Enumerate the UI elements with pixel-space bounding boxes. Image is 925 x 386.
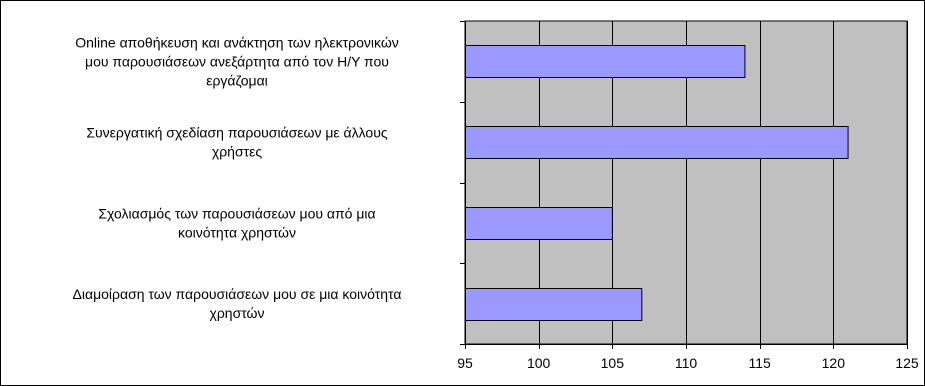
category-label-line: χρήστες bbox=[212, 144, 263, 160]
bar-1 bbox=[464, 45, 746, 78]
x-tick-label-105: 105 bbox=[601, 355, 625, 371]
category-label-line: Online αποθήκευση και ανάκτηση των ηλεκτ… bbox=[75, 34, 399, 50]
category-label-1: Online αποθήκευση και ανάκτηση των ηλεκτ… bbox=[75, 34, 399, 88]
category-label-line: εργάζομαι bbox=[206, 72, 268, 88]
x-tick-label-95: 95 bbox=[457, 355, 473, 371]
x-tick-label-110: 110 bbox=[675, 355, 698, 371]
x-tick-label-120: 120 bbox=[822, 355, 846, 371]
category-label-line: Συνεργατική σχεδίαση παρουσιάσεων με άλλ… bbox=[86, 125, 387, 141]
category-labels: Online αποθήκευση και ανάκτηση των ηλεκτ… bbox=[73, 34, 402, 321]
bar-3 bbox=[464, 207, 613, 240]
tick-labels: 95 100 105 110 115 120 125 bbox=[457, 355, 919, 371]
x-tick-label-115: 115 bbox=[749, 355, 772, 371]
x-tick-label-125: 125 bbox=[895, 355, 919, 371]
x-tick-label-100: 100 bbox=[527, 355, 551, 371]
category-label-line: μου παρουσιάσεων ανεξάρτητα από τον Η/Υ … bbox=[85, 53, 389, 69]
category-label-line: χρηστών bbox=[209, 305, 264, 321]
category-label-line: Σχολιασμός των παρουσιάσεων μου από μια bbox=[98, 205, 375, 221]
category-label-2: Συνεργατική σχεδίαση παρουσιάσεων με άλλ… bbox=[86, 125, 387, 160]
bar-4 bbox=[464, 288, 643, 321]
axes bbox=[460, 21, 908, 349]
category-label-line: Διαμοίραση των παρουσιάσεων μου σε μια κ… bbox=[73, 286, 402, 302]
category-label-line: κοινότητα χρηστών bbox=[178, 224, 296, 240]
bars bbox=[464, 45, 849, 321]
category-label-3: Σχολιασμός των παρουσιάσεων μου από μια κ… bbox=[98, 205, 375, 240]
category-label-4: Διαμοίραση των παρουσιάσεων μου σε μια κ… bbox=[73, 286, 402, 321]
bar-2 bbox=[464, 126, 849, 159]
